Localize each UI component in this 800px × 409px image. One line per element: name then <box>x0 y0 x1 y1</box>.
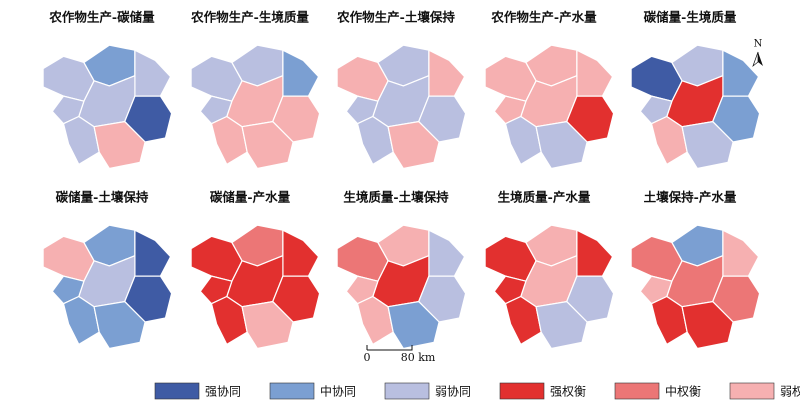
region <box>282 49 320 97</box>
region <box>282 229 320 277</box>
map <box>336 44 467 170</box>
map-title: 农作物生产-土壤保持 <box>336 10 455 25</box>
region <box>134 229 172 277</box>
map-title: 碳储量-产水量 <box>210 190 291 205</box>
north-label: N <box>754 39 763 50</box>
region <box>241 300 294 350</box>
region <box>535 300 588 350</box>
region <box>428 49 466 97</box>
region <box>93 300 146 350</box>
legend: 强协同 中协同 弱协同 强权衡 中权衡 弱权衡 <box>154 382 800 400</box>
map-title: 生境质量-产水量 <box>498 190 591 205</box>
scale-bar: 0 80 km <box>364 345 436 364</box>
legend-label: 中协同 <box>320 384 356 399</box>
region <box>722 229 760 277</box>
map <box>42 224 173 350</box>
legend-swatch <box>499 382 545 400</box>
region <box>576 229 614 277</box>
map-title: 生境质量-土壤保持 <box>343 190 449 205</box>
map <box>190 224 321 350</box>
map-title: 碳储量-生境质量 <box>644 10 737 25</box>
legend-swatch <box>614 382 660 400</box>
legend-label: 强权衡 <box>550 385 586 399</box>
region <box>576 49 614 97</box>
map <box>42 44 173 170</box>
scale-end: 80 km <box>401 351 436 364</box>
region <box>241 120 294 170</box>
map-title: 土壤保持-产水量 <box>644 190 737 205</box>
north-arrow: N <box>752 39 763 68</box>
arrow-left <box>752 51 759 68</box>
region <box>134 49 172 97</box>
map-panels: 农作物生产-碳储量 农作物生产-生境质量 农作物生产-土壤保持 农作物生产-产水量 碳储… <box>42 10 761 350</box>
scale-line <box>366 345 413 351</box>
legend-swatch <box>269 382 315 400</box>
map <box>630 44 761 170</box>
scale-start: 0 <box>364 351 371 364</box>
map-title: 农作物生产-碳储量 <box>48 10 155 25</box>
legend-swatch <box>384 382 430 400</box>
region <box>387 120 440 170</box>
legend-swatch <box>729 382 775 400</box>
region <box>93 120 146 170</box>
map <box>484 224 615 350</box>
map <box>190 44 321 170</box>
legend-swatch <box>154 382 200 400</box>
map-title: 碳储量-土壤保持 <box>56 190 149 205</box>
legend-label: 弱协同 <box>435 384 471 399</box>
map <box>484 44 615 170</box>
legend-label: 弱权衡 <box>780 385 800 399</box>
map-title: 农作物生产-生境质量 <box>190 10 309 25</box>
map <box>336 224 467 350</box>
map <box>630 224 761 350</box>
region <box>535 120 588 170</box>
region <box>428 229 466 277</box>
legend-label: 中权衡 <box>665 384 701 399</box>
region <box>387 300 440 350</box>
legend-label: 强协同 <box>205 384 241 399</box>
region <box>681 120 734 170</box>
arrow-right <box>758 52 763 66</box>
region <box>681 300 734 350</box>
map-title: 农作物生产-产水量 <box>490 10 597 25</box>
region <box>722 49 760 97</box>
